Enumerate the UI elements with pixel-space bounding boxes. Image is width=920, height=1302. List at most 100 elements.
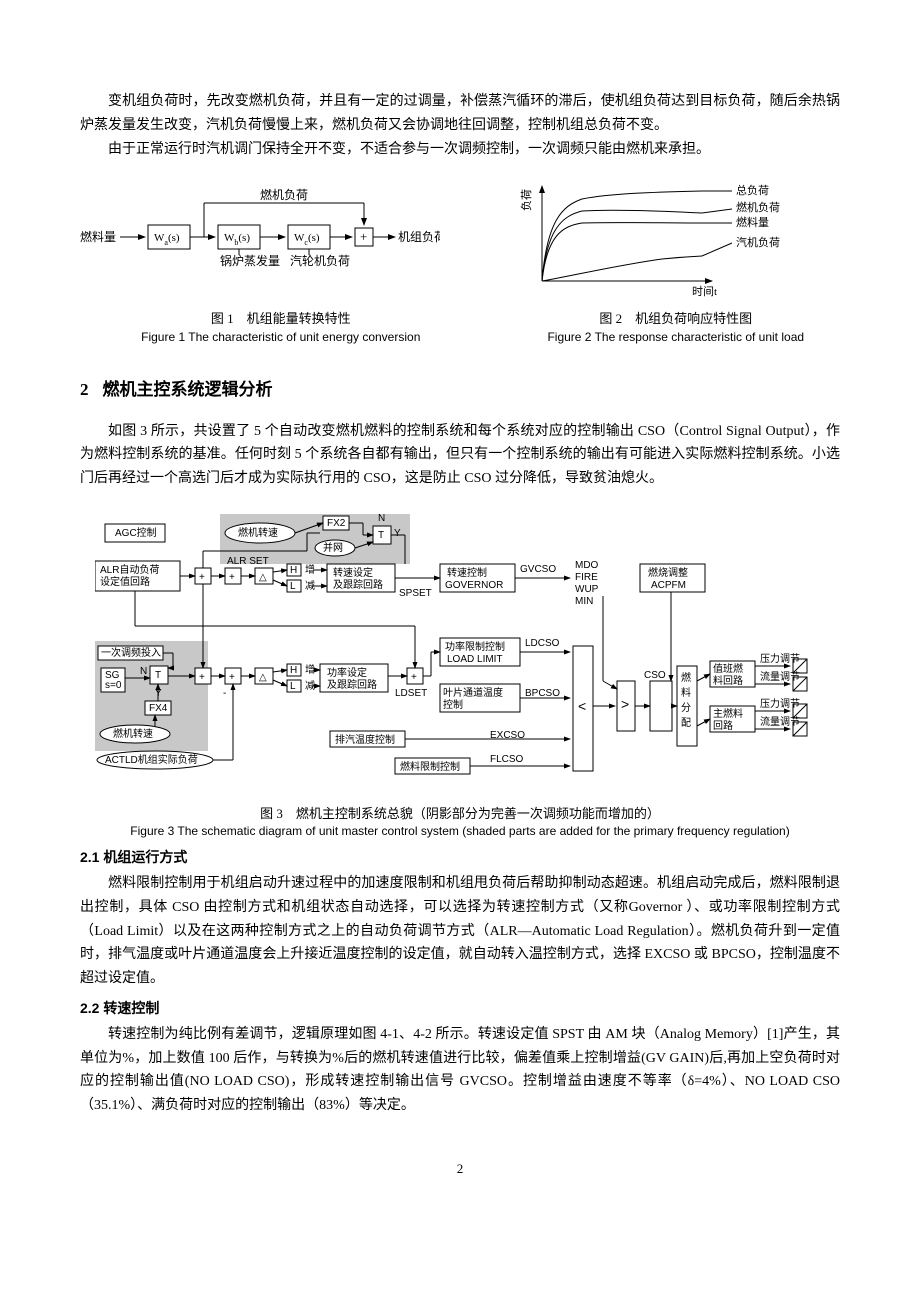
svg-text:ALR自动负荷: ALR自动负荷 — [100, 563, 159, 576]
fig1-svg: 燃料量 Wa(s) Wb(s) Wc(s) + 机组负荷 燃机负荷 锅炉蒸发量 … — [80, 181, 440, 301]
svg-text:WUP: WUP — [575, 584, 599, 595]
svg-text:及跟踪回路: 及跟踪回路 — [327, 678, 377, 691]
fig3-caption-en: Figure 3 The schematic diagram of unit m… — [80, 823, 840, 840]
svg-text:L: L — [290, 581, 296, 592]
svg-text:FX4: FX4 — [149, 703, 168, 714]
svg-text:>: > — [621, 696, 629, 712]
svg-text:燃料限制控制: 燃料限制控制 — [400, 760, 460, 773]
svg-text:分: 分 — [681, 702, 691, 714]
svg-text:一次调频投入: 一次调频投入 — [101, 646, 161, 659]
svg-text:+: + — [411, 672, 417, 683]
svg-text:AGC控制: AGC控制 — [115, 526, 157, 539]
svg-text:N: N — [140, 666, 147, 677]
svg-text:+: + — [360, 229, 367, 244]
svg-text:叶片通道温度: 叶片通道温度 — [443, 686, 503, 699]
svg-text:设定值回路: 设定值回路 — [100, 575, 150, 588]
fig3-svg: AGC控制 燃机转速 FX2 并网 T N Y ALR自动负荷 设定值回路 AL… — [95, 506, 825, 796]
svg-text:LOAD LIMIT: LOAD LIMIT — [447, 654, 503, 665]
svg-text:功率限制控制: 功率限制控制 — [445, 640, 505, 653]
svg-text:料: 料 — [681, 686, 691, 699]
svg-text:LDSET: LDSET — [395, 688, 427, 699]
svg-text:CSO: CSO — [644, 670, 666, 681]
figure-2: 负荷 时间t 总负荷 燃机负荷 燃料量 汽机负荷 图 2 机组负荷响应特性图 F… — [512, 181, 841, 345]
svg-text:L: L — [290, 681, 296, 692]
svg-text:ACPFM: ACPFM — [651, 580, 686, 591]
svg-text:△: △ — [259, 572, 267, 583]
svg-text:料回路: 料回路 — [713, 674, 743, 687]
svg-text:燃机转速: 燃机转速 — [238, 526, 278, 539]
svg-text:燃机负荷: 燃机负荷 — [260, 187, 308, 202]
svg-text:GOVERNOR: GOVERNOR — [445, 580, 503, 591]
section-2-num: 2 — [80, 376, 89, 405]
svg-text:SPSET: SPSET — [399, 588, 432, 599]
svg-text:Wc(s): Wc(s) — [294, 232, 320, 247]
svg-text:机组负荷: 机组负荷 — [398, 230, 440, 244]
svg-text:排汽温度控制: 排汽温度控制 — [335, 733, 395, 746]
svg-text:燃料量: 燃料量 — [736, 215, 769, 229]
intro-p2: 由于正常运行时汽机调门保持全开不变，不适合参与一次调频控制，一次调频只能由燃机来… — [80, 138, 840, 162]
fig2-svg: 负荷 时间t 总负荷 燃机负荷 燃料量 汽机负荷 — [512, 181, 812, 301]
svg-text:FIRE: FIRE — [575, 572, 598, 583]
svg-text:燃: 燃 — [681, 671, 691, 684]
fig2-caption-en: Figure 2 The response characteristic of … — [512, 329, 841, 346]
fig1-caption-cn: 图 1 机组能量转换特性 — [80, 309, 482, 329]
section-2-1-title: 2.1 机组运行方式 — [80, 846, 840, 870]
svg-text:H: H — [290, 665, 297, 676]
svg-text:T: T — [378, 530, 384, 541]
svg-text:Wb(s): Wb(s) — [224, 232, 250, 247]
svg-text:负荷: 负荷 — [519, 189, 533, 211]
section-2-2-title: 2.2 转速控制 — [80, 997, 840, 1021]
svg-text:BPCSO: BPCSO — [525, 688, 560, 699]
svg-text:燃料量: 燃料量 — [80, 229, 116, 244]
fig2-caption-cn: 图 2 机组负荷响应特性图 — [512, 309, 841, 329]
svg-text:LDCSO: LDCSO — [525, 638, 560, 649]
section-2-2-p1: 转速控制为纯比例有差调节，逻辑原理如图 4-1、4-2 所示。转速设定值 SPS… — [80, 1023, 840, 1118]
svg-text:+: + — [199, 672, 205, 683]
svg-text:T: T — [155, 670, 161, 681]
svg-text:汽轮机负荷: 汽轮机负荷 — [290, 253, 350, 268]
svg-text:值班燃: 值班燃 — [713, 662, 743, 675]
svg-text:FX2: FX2 — [327, 518, 346, 529]
svg-text:转速设定: 转速设定 — [333, 566, 373, 579]
svg-text:FLCSO: FLCSO — [490, 754, 524, 765]
page-number: 2 — [80, 1158, 840, 1180]
svg-text:燃机负荷: 燃机负荷 — [736, 200, 780, 214]
svg-text:ACTLD机组实际负荷: ACTLD机组实际负荷 — [105, 753, 198, 766]
svg-text:+: + — [229, 672, 235, 683]
svg-text:并网: 并网 — [323, 541, 343, 554]
svg-text:及跟踪回路: 及跟踪回路 — [333, 578, 383, 591]
svg-text:Y: Y — [394, 528, 401, 539]
svg-text:转速控制: 转速控制 — [447, 566, 487, 579]
svg-text:ALR SET: ALR SET — [227, 556, 269, 567]
svg-text:MDO: MDO — [575, 560, 599, 571]
section-2-p1: 如图 3 所示，共设置了 5 个自动改变燃机燃料的控制系统和每个系统对应的控制输… — [80, 420, 840, 491]
fig3-caption-cn: 图 3 燃机主控制系统总貌（阴影部分为完善一次调频功能而增加的） — [80, 804, 840, 824]
fig1-caption-en: Figure 1 The characteristic of unit ener… — [80, 329, 482, 346]
svg-text:配: 配 — [681, 717, 691, 729]
svg-text:燃机转速: 燃机转速 — [113, 727, 153, 740]
svg-text:Wa(s): Wa(s) — [154, 232, 180, 247]
svg-text:MIN: MIN — [575, 596, 593, 607]
svg-text:汽机负荷: 汽机负荷 — [736, 235, 780, 249]
svg-text:控制: 控制 — [443, 698, 463, 711]
intro-p1: 变机组负荷时，先改变燃机负荷，并且有一定的过调量，补偿蒸汽循环的滞后，使机组负荷… — [80, 90, 840, 138]
svg-text:功率设定: 功率设定 — [327, 666, 367, 679]
svg-text:总负荷: 总负荷 — [736, 183, 769, 197]
section-2-title: 燃机主控系统逻辑分析 — [103, 376, 273, 405]
svg-text:+: + — [229, 572, 235, 583]
svg-text:时间t: 时间t — [692, 285, 717, 298]
svg-text:GVCSO: GVCSO — [520, 564, 556, 575]
svg-text:△: △ — [259, 672, 267, 683]
svg-text:<: < — [578, 698, 586, 714]
svg-text:s=0: s=0 — [105, 680, 122, 691]
figure-1: 燃料量 Wa(s) Wb(s) Wc(s) + 机组负荷 燃机负荷 锅炉蒸发量 … — [80, 181, 482, 345]
svg-text:N: N — [378, 513, 385, 524]
svg-text:燃烧调整: 燃烧调整 — [648, 566, 688, 579]
svg-text:锅炉蒸发量: 锅炉蒸发量 — [220, 253, 280, 268]
svg-text:主燃料: 主燃料 — [713, 707, 743, 720]
svg-text:回路: 回路 — [713, 719, 733, 732]
svg-text:+: + — [199, 572, 205, 583]
section-2-heading: 2 燃机主控系统逻辑分析 — [80, 376, 840, 405]
figure-3: AGC控制 燃机转速 FX2 并网 T N Y ALR自动负荷 设定值回路 AL… — [80, 506, 840, 796]
svg-text:-: - — [223, 688, 226, 699]
